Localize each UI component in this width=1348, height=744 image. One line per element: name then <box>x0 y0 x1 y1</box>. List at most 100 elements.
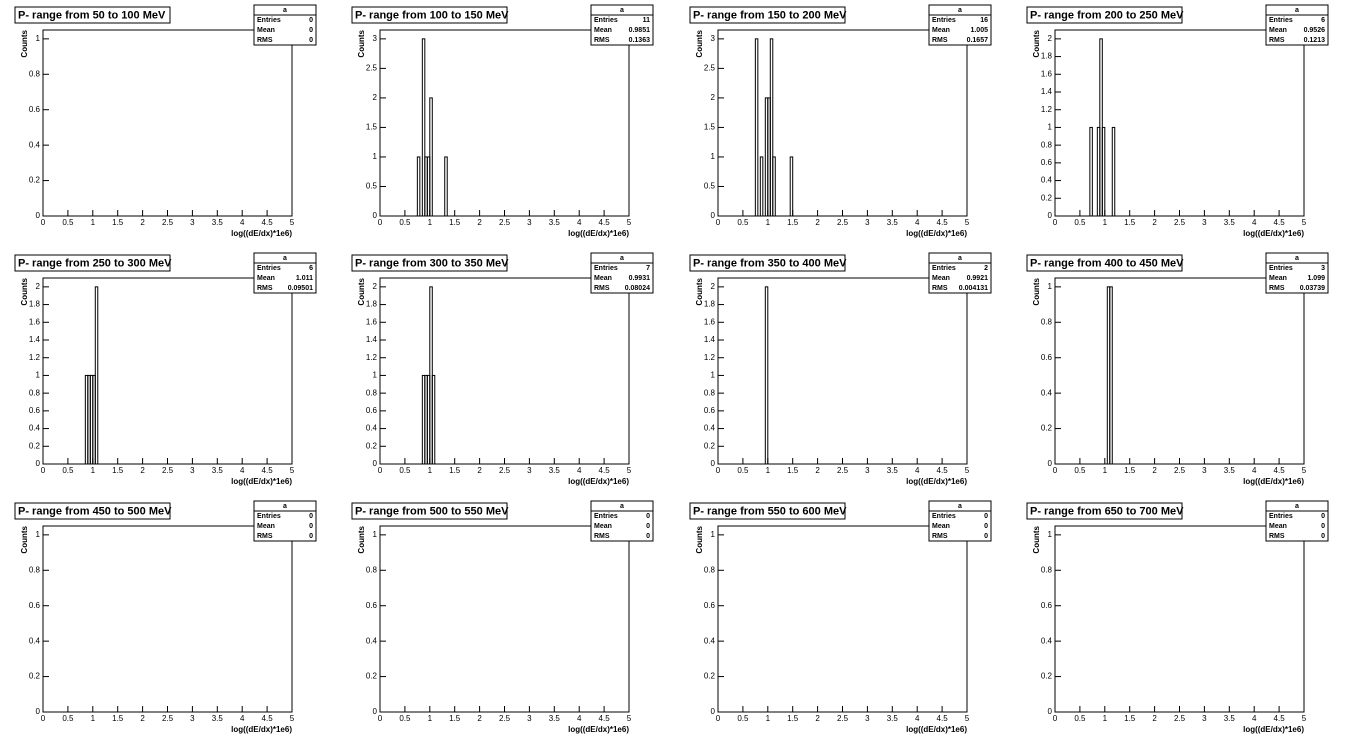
stats-label: RMS <box>932 37 948 44</box>
x-tick-label: 1.5 <box>787 218 799 227</box>
histogram-bar <box>772 156 776 217</box>
stats-box <box>1265 4 1329 46</box>
y-axis-label: Counts <box>357 29 366 57</box>
x-tick-label: 0 <box>1053 466 1058 475</box>
stats-box <box>590 500 654 542</box>
x-tick-label: 0.5 <box>399 218 411 227</box>
x-axis-label: log((dE/dx)*1e6) <box>231 725 292 734</box>
stats-label: Entries <box>932 17 956 24</box>
y-tick-label: 1.4 <box>704 335 716 344</box>
x-tick-label: 4 <box>1252 466 1257 475</box>
stats-label: RMS <box>594 285 610 292</box>
stats-label: Entries <box>594 17 618 24</box>
chart-title: P- range from 50 to 100 MeV <box>18 9 166 21</box>
y-tick-label: 2 <box>711 93 716 102</box>
chart-title: P- range from 450 to 500 MeV <box>18 505 172 517</box>
x-tick-label: 3 <box>865 218 870 227</box>
frame <box>42 29 293 217</box>
chart-title: P- range from 350 to 400 MeV <box>693 257 847 269</box>
x-tick-label: 4.5 <box>937 466 949 475</box>
y-tick-label: 0.8 <box>1041 317 1053 326</box>
y-tick-label: 1.5 <box>366 123 378 132</box>
y-tick-label: 0.6 <box>366 601 378 610</box>
x-tick-label: 4.5 <box>1274 218 1286 227</box>
y-tick-label: 0.6 <box>1041 353 1053 362</box>
stats-label: RMS <box>1269 533 1285 540</box>
y-tick-label: 0.4 <box>1041 176 1053 185</box>
y-tick-label: 0.6 <box>704 406 716 415</box>
panel: 0 0.5 1 1.5 2 2.5 3 3.5 4 4.5 5 0 0.2 0.4 0.6 0.8 1 1.2 1.… <box>351 252 654 486</box>
y-tick-label: 1.4 <box>1041 87 1053 96</box>
y-tick-label: 1 <box>36 530 41 539</box>
stats-label: Entries <box>257 265 281 272</box>
x-tick-label: 2.5 <box>162 218 174 227</box>
stats-title: a <box>620 503 624 510</box>
stats-value: 0 <box>984 523 988 530</box>
stats-label: RMS <box>1269 37 1285 44</box>
x-tick-label: 4 <box>240 218 245 227</box>
y-tick-label: 0.2 <box>1041 424 1053 433</box>
panel: 0 0.5 1 1.5 2 2.5 3 3.5 4 4.5 5 0 0.2 0.4 0.6 0.8 1 1.2 1.… <box>14 252 317 486</box>
x-tick-label: 3.5 <box>212 218 224 227</box>
x-tick-label: 2 <box>815 466 820 475</box>
x-tick-label: 4.5 <box>262 714 274 723</box>
x-tick-label: 2 <box>477 466 482 475</box>
y-tick-label: 0 <box>373 459 378 468</box>
x-tick-label: 4.5 <box>262 218 274 227</box>
x-tick-label: 5 <box>1302 714 1307 723</box>
frame <box>379 29 630 217</box>
stats-box <box>928 252 992 294</box>
stats-label: Entries <box>1269 513 1293 520</box>
x-tick-label: 0 <box>41 218 46 227</box>
stats-label: RMS <box>257 285 273 292</box>
frame <box>379 525 630 713</box>
x-tick-label: 3 <box>190 714 195 723</box>
x-tick-label: 0.5 <box>1074 218 1086 227</box>
stats-value: 0 <box>309 523 313 530</box>
y-tick-label: 1 <box>711 371 716 380</box>
x-tick-label: 3 <box>1202 466 1207 475</box>
stats-box <box>590 252 654 294</box>
stats-value: 0 <box>984 513 988 520</box>
y-axis-label: Counts <box>20 525 29 553</box>
title-box <box>689 6 846 24</box>
stats-value: 0.9526 <box>1304 27 1326 34</box>
y-axis-label: Counts <box>695 29 704 57</box>
chart-title: P- range from 500 to 550 MeV <box>355 505 509 517</box>
stats-value: 0 <box>646 523 650 530</box>
histogram-bar <box>444 156 448 217</box>
stats-label: RMS <box>257 37 273 44</box>
y-tick-label: 0.8 <box>366 565 378 574</box>
y-tick-label: 0 <box>711 459 716 468</box>
histogram-bar <box>789 156 794 217</box>
stats-value: 0 <box>1321 513 1325 520</box>
y-tick-label: 0 <box>1048 707 1053 716</box>
stats-label: Mean <box>257 275 275 282</box>
stats-value: 0.08024 <box>625 285 650 292</box>
x-tick-label: 2.5 <box>1174 466 1186 475</box>
y-tick-label: 0.6 <box>704 601 716 610</box>
title-box <box>689 502 846 520</box>
x-tick-label: 2 <box>1152 714 1157 723</box>
x-tick-label: 0.5 <box>62 714 74 723</box>
y-axis-label: Counts <box>695 525 704 553</box>
stats-title: a <box>283 503 287 510</box>
y-axis-label: Counts <box>357 277 366 305</box>
x-tick-label: 5 <box>965 714 970 723</box>
x-tick-label: 2 <box>140 466 145 475</box>
stats-value: 0.9851 <box>629 27 651 34</box>
x-tick-label: 2.5 <box>1174 714 1186 723</box>
x-tick-label: 3.5 <box>1224 218 1236 227</box>
y-tick-label: 0.2 <box>1041 193 1053 202</box>
x-tick-label: 1.5 <box>112 218 124 227</box>
stats-label: Mean <box>1269 523 1287 530</box>
y-tick-label: 2 <box>373 93 378 102</box>
x-tick-label: 1.5 <box>112 466 124 475</box>
stats-value: 0 <box>1321 533 1325 540</box>
y-tick-label: 2.5 <box>366 63 378 72</box>
histogram-bar <box>754 38 759 217</box>
y-tick-label: 0 <box>711 707 716 716</box>
stats-value: 11 <box>643 17 651 24</box>
x-tick-label: 3 <box>1202 714 1207 723</box>
y-tick-label: 0.4 <box>704 424 716 433</box>
